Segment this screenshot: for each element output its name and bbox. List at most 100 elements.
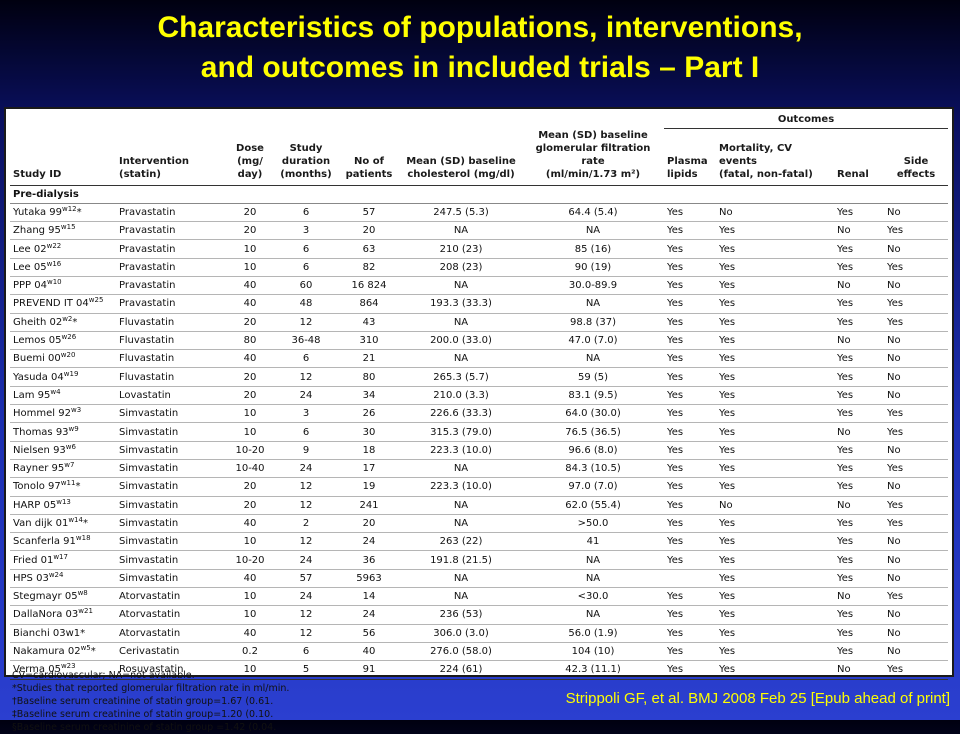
cell-cholesterol: NA	[400, 514, 522, 534]
cell-duration: 6	[274, 349, 338, 369]
cell-intervention: Fluvastatin	[116, 313, 226, 332]
table-row: Fried 01w17 Simvastatin 10-20 24 36 191.8 (21…	[10, 550, 948, 570]
cell-patients: 63	[338, 239, 400, 259]
cell-study-id: Buemi 00w20	[10, 349, 116, 369]
slide-title: Characteristics of populations, interven…	[0, 8, 960, 88]
cell-cholesterol: 224 (61)	[400, 660, 522, 680]
col-patients: No of patients	[345, 155, 393, 180]
table-row: Lam 95w4 Lovastatin 20 24 34 210.0 (3.3) 83.1 …	[10, 386, 948, 406]
cell-cholesterol: 223.3 (10.0)	[400, 477, 522, 497]
cell-intervention: Simvastatin	[116, 404, 226, 424]
cell-mortality: Yes	[716, 349, 834, 369]
cell-plasma-lipids: Yes	[664, 422, 716, 442]
cell-gfr: 47.0 (7.0)	[522, 331, 664, 351]
cell-plasma-lipids: Yes	[664, 459, 716, 479]
table-header: Outcomes Study ID Intervention (statin) D…	[10, 113, 948, 185]
cell-cholesterol: 210.0 (3.3)	[400, 386, 522, 406]
cell-duration: 24	[274, 459, 338, 479]
cell-mortality: Yes	[716, 441, 834, 460]
cell-side-effects: No	[884, 203, 948, 223]
cell-dose: 10	[226, 660, 274, 680]
cell-gfr: <30.0	[522, 587, 664, 607]
cell-side-effects: No	[884, 477, 948, 497]
cell-plasma-lipids: Yes	[664, 642, 716, 662]
cell-side-effects: No	[884, 331, 948, 351]
col-renal: Renal	[837, 168, 869, 180]
table-row: Van dijk 01w14* Simvastatin 40 2 20 NA >50.0 Ye…	[10, 514, 948, 534]
cell-mortality: Yes	[716, 605, 834, 625]
cell-side-effects: No	[884, 642, 948, 662]
table-row: Gheith 02w2* Fluvastatin 20 12 43 NA 98.8 (37)…	[10, 313, 948, 332]
cell-cholesterol: NA	[400, 569, 522, 589]
cell-intervention: Simvastatin	[116, 569, 226, 589]
cell-plasma-lipids: Yes	[664, 441, 716, 460]
cell-cholesterol: 210 (23)	[400, 239, 522, 259]
cell-mortality: Yes	[716, 294, 834, 314]
cell-patients: 19	[338, 477, 400, 497]
footnote: †Baseline serum creatinine of statin gro…	[12, 696, 274, 707]
table-row: Bianchi 03w1* Atorvastatin 40 12 56 306.0 (3.…	[10, 624, 948, 643]
cell-gfr: 62.0 (55.4)	[522, 496, 664, 515]
cell-mortality: Yes	[716, 276, 834, 296]
cell-mortality: Yes	[716, 367, 834, 387]
cell-duration: 3	[274, 221, 338, 241]
slide-title-line-2: and outcomes in included trials – Part I	[200, 51, 760, 84]
cell-cholesterol: 276.0 (58.0)	[400, 642, 522, 662]
cell-renal: No	[834, 496, 884, 515]
cell-plasma-lipids: Yes	[664, 294, 716, 314]
cell-side-effects: No	[884, 239, 948, 259]
table-body: Pre-dialysis Yutaka 99w12* Pravastatin 20 6…	[10, 185, 948, 680]
cell-mortality: Yes	[716, 660, 834, 680]
cell-study-id: Yasuda 04w19	[10, 367, 116, 387]
cell-dose: 10-40	[226, 459, 274, 479]
cell-cholesterol: 200.0 (33.0)	[400, 331, 522, 351]
cell-renal: Yes	[834, 514, 884, 534]
cell-side-effects: Yes	[884, 496, 948, 515]
cell-plasma-lipids: Yes	[664, 367, 716, 387]
cell-cholesterol: 193.3 (33.3)	[400, 294, 522, 314]
cell-cholesterol: 223.3 (10.0)	[400, 441, 522, 460]
cell-intervention: Simvastatin	[116, 496, 226, 515]
cell-renal: Yes	[834, 404, 884, 424]
cell-dose: 40	[226, 276, 274, 296]
cell-side-effects: Yes	[884, 459, 948, 479]
cell-dose: 10	[226, 422, 274, 442]
cell-duration: 5	[274, 660, 338, 680]
cell-intervention: Pravastatin	[116, 294, 226, 314]
cell-renal: Yes	[834, 258, 884, 277]
cell-plasma-lipids: Yes	[664, 532, 716, 552]
table-row: Lemos 05w26 Fluvastatin 80 36-48 310 200.0 (3…	[10, 331, 948, 351]
cell-gfr: 30.0-89.9	[522, 276, 664, 296]
footnote: CV=cardiovascular; NA=not available.	[12, 670, 195, 681]
cell-patients: 36	[338, 550, 400, 570]
cell-study-id: HPS 03w24	[10, 569, 116, 589]
cell-patients: 24	[338, 605, 400, 625]
cell-gfr: NA	[522, 569, 664, 589]
cell-duration: 6	[274, 239, 338, 259]
table-row: HARP 05w13 Simvastatin 20 12 241 NA 62.0 (55.4…	[10, 496, 948, 515]
cell-study-id: Lam 95w4	[10, 386, 116, 406]
cell-cholesterol: 226.6 (33.3)	[400, 404, 522, 424]
cell-renal: Yes	[834, 459, 884, 479]
cell-plasma-lipids: Yes	[664, 276, 716, 296]
slide-title-line-1: Characteristics of populations, interven…	[157, 11, 803, 44]
cell-duration: 6	[274, 642, 338, 662]
cell-plasma-lipids: Yes	[664, 386, 716, 406]
cell-duration: 2	[274, 514, 338, 534]
cell-side-effects: Yes	[884, 258, 948, 277]
cell-study-id: Fried 01w17	[10, 550, 116, 570]
cell-study-id: HARP 05w13	[10, 496, 116, 515]
cell-gfr: 84.3 (10.5)	[522, 459, 664, 479]
cell-study-id: Verma 05w23	[10, 660, 116, 680]
cell-duration: 12	[274, 532, 338, 552]
cell-side-effects: No	[884, 386, 948, 406]
cell-renal: Yes	[834, 477, 884, 497]
cell-dose: 40	[226, 514, 274, 534]
cell-mortality: Yes	[716, 550, 834, 570]
col-intervention: Intervention (statin)	[119, 155, 189, 180]
cell-gfr: 96.6 (8.0)	[522, 441, 664, 460]
cell-dose: 10	[226, 605, 274, 625]
cell-intervention: Atorvastatin	[116, 605, 226, 625]
cell-side-effects: Yes	[884, 294, 948, 314]
table-row: Verma 05w23 Rosuvastatin 10 5 91 224 (61) 42.3…	[10, 660, 948, 680]
